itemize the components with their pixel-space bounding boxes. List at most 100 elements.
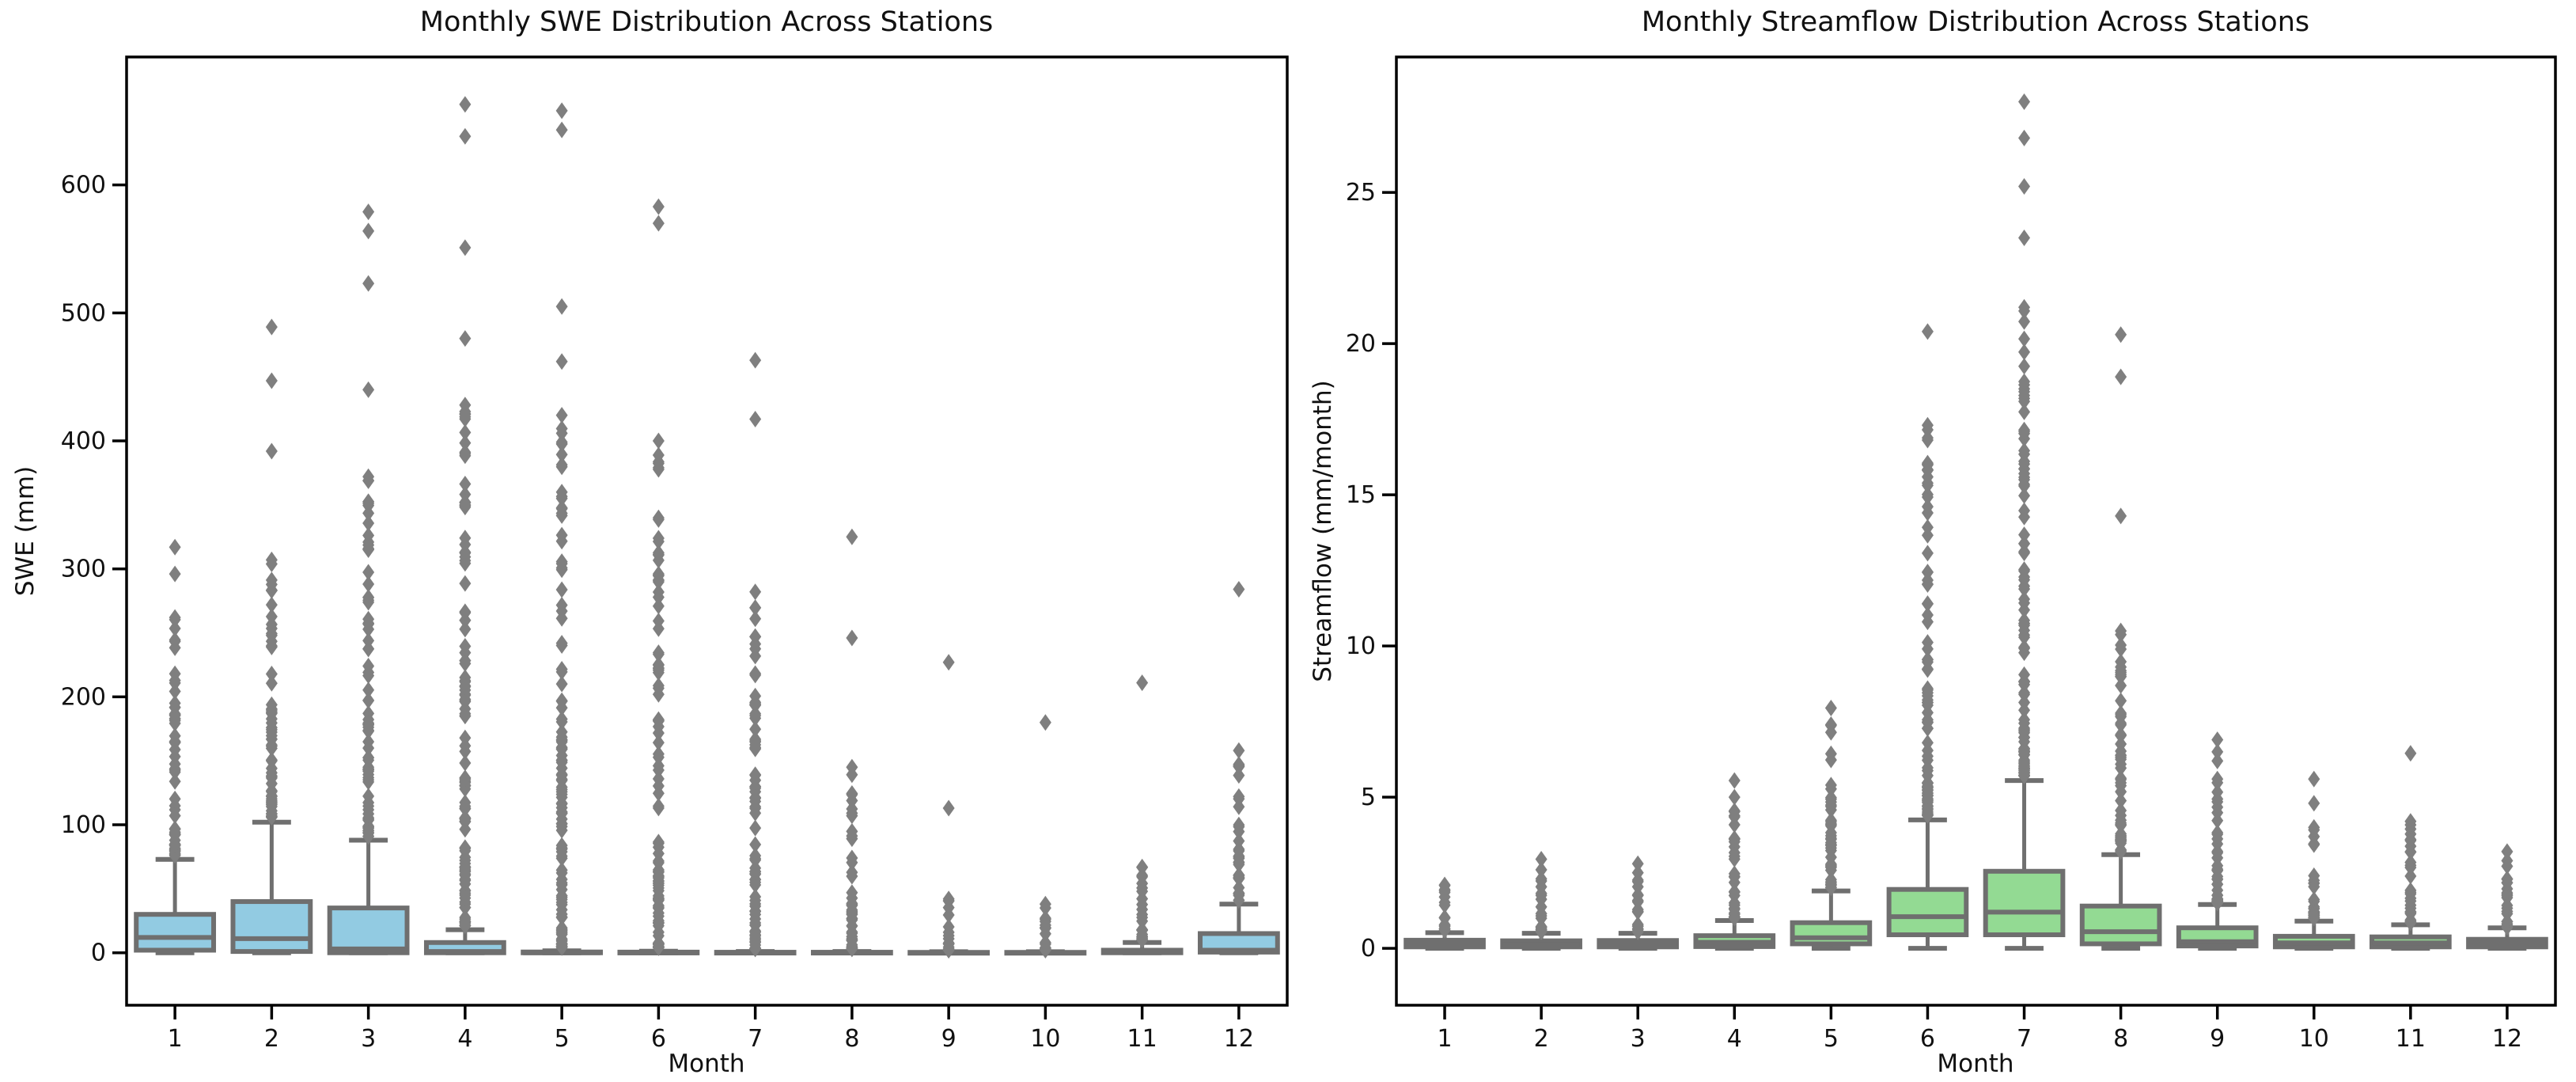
outlier-point <box>1824 816 1837 833</box>
box-month-7 <box>1983 868 2066 937</box>
outlier-point <box>1824 796 1837 814</box>
outlier-point <box>652 530 665 547</box>
outlier-point <box>169 846 181 864</box>
outlier-point <box>459 644 472 662</box>
outlier-point <box>459 555 472 572</box>
outlier-point <box>749 411 762 428</box>
outlier-point <box>749 836 762 853</box>
outlier-point <box>459 96 472 113</box>
outlier-point <box>652 798 665 815</box>
outlier-point <box>1728 868 1741 886</box>
outlier-point <box>362 504 375 522</box>
outlier-point <box>555 298 568 315</box>
outlier-point <box>362 715 375 732</box>
outlier-point <box>555 507 568 524</box>
outlier-point <box>652 770 665 788</box>
y-tick-label: 100 <box>61 811 106 839</box>
outlier-point <box>2018 535 2031 552</box>
outlier-point <box>555 693 568 710</box>
outlier-point <box>942 930 955 947</box>
outlier-point <box>652 511 665 528</box>
outlier-point <box>459 810 472 827</box>
outlier-point <box>2211 882 2224 899</box>
outlier-point <box>846 938 858 955</box>
x-tick-label: 8 <box>844 1025 859 1053</box>
outlier-point <box>1824 875 1837 893</box>
outlier-point <box>652 749 665 766</box>
outlier-point <box>459 475 472 492</box>
outlier-point <box>169 611 181 628</box>
outlier-point <box>1921 691 1934 708</box>
outlier-point <box>555 102 568 120</box>
outlier-point <box>555 861 568 879</box>
outlier-point <box>2018 666 2031 683</box>
outlier-point <box>1136 931 1149 948</box>
outlier-point <box>749 863 762 880</box>
outlier-point <box>942 654 955 671</box>
outlier-point <box>2404 859 2417 876</box>
outlier-point <box>1039 940 1051 958</box>
outlier-point <box>1631 892 1644 909</box>
x-tick-label: 12 <box>2492 1025 2522 1053</box>
outlier-point <box>555 533 568 550</box>
x-tick-label: 10 <box>2299 1025 2329 1053</box>
outlier-point <box>265 666 278 683</box>
outlier-point <box>1136 674 1149 692</box>
outlier-point <box>652 432 665 450</box>
outlier-point <box>169 790 181 807</box>
outlier-point <box>2404 816 2417 833</box>
outlier-point <box>169 639 181 656</box>
outlier-point <box>265 714 278 731</box>
outlier-point <box>2501 857 2513 875</box>
outlier-point <box>459 435 472 452</box>
outlier-point <box>2115 830 2127 848</box>
outlier-point <box>555 555 568 572</box>
outlier-point <box>459 621 472 638</box>
outlier-point <box>555 936 568 953</box>
outlier-point <box>749 819 762 837</box>
outlier-point <box>1136 879 1149 897</box>
outlier-point <box>2211 784 2224 801</box>
outlier-point <box>555 637 568 655</box>
outlier-point <box>1039 714 1051 731</box>
outlier-point <box>2308 770 2320 788</box>
outlier-point <box>2115 507 2127 525</box>
x-tick-label: 2 <box>264 1025 279 1053</box>
x-tick-label: 11 <box>1127 1025 1157 1053</box>
outlier-point <box>749 888 762 905</box>
outlier-point <box>1921 476 1934 494</box>
outlier-point <box>846 528 858 545</box>
y-tick-label: 15 <box>1346 481 1376 509</box>
outlier-point <box>652 198 665 215</box>
outlier-point <box>1824 856 1837 874</box>
x-tick-label: 10 <box>1030 1025 1060 1053</box>
x-tick-label: 2 <box>1534 1025 1549 1053</box>
outlier-point <box>1728 844 1741 861</box>
outlier-point <box>749 767 762 784</box>
outlier-point <box>749 705 762 723</box>
outlier-point <box>459 890 472 907</box>
outlier-point <box>2115 706 2127 723</box>
outlier-point <box>459 655 472 672</box>
outlier-point <box>1921 545 1934 562</box>
outlier-point <box>652 656 665 674</box>
outlier-point <box>459 769 472 787</box>
outlier-point <box>942 918 955 936</box>
outlier-point <box>1824 717 1837 735</box>
outlier-point <box>2018 358 2031 375</box>
box-month-6 <box>1886 886 1969 937</box>
outlier-point <box>555 921 568 938</box>
outlier-point <box>1921 518 1934 536</box>
outlier-point <box>652 935 665 952</box>
outlier-point <box>942 899 955 917</box>
y-tick-label: 300 <box>61 556 106 583</box>
outlier-point <box>2211 774 2224 792</box>
outlier-point <box>1921 651 1934 668</box>
outlier-point <box>652 898 665 916</box>
outlier-point <box>749 732 762 750</box>
outlier-point <box>1233 823 1245 841</box>
outlier-point <box>362 751 375 769</box>
streamflow-x-axis-label: Month <box>1937 1050 2014 1078</box>
